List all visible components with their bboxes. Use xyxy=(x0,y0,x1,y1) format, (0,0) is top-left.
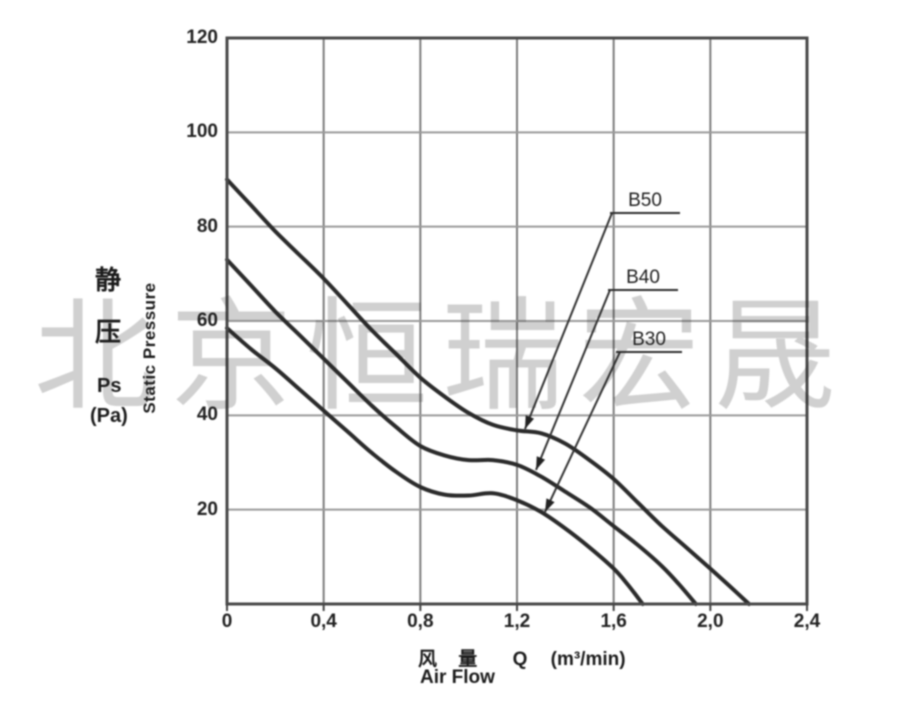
y-tick-label: 60 xyxy=(196,310,218,331)
curve-label-b40: B40 xyxy=(608,267,678,291)
y-axis-title-cjk-static: 静 xyxy=(95,265,122,295)
x-axis-title-row: 风 量 Q (m³/min) xyxy=(418,644,626,671)
y-tick-label: 120 xyxy=(186,27,218,48)
arrowhead-b50 xyxy=(525,415,535,429)
x-tick-label: 1,2 xyxy=(503,611,531,632)
y-axis-title-en: Static Pressure xyxy=(140,282,159,414)
curve-label-b30: B30 xyxy=(616,329,682,353)
x-tick-label: 1,6 xyxy=(600,611,627,632)
y-tick-label: 40 xyxy=(196,404,218,426)
x-axis-symbol: Q xyxy=(512,649,528,670)
leader-line-b40 xyxy=(535,289,611,471)
x-tick-label: 2,4 xyxy=(793,611,821,632)
curve-b40 xyxy=(225,257,698,606)
curve-b30 xyxy=(225,326,645,606)
leader-line-b50 xyxy=(524,212,613,430)
x-axis-unit: (m³/min) xyxy=(550,649,626,670)
x-axis-title-cjk: 风 量 xyxy=(418,649,486,670)
x-tick-label: 0,8 xyxy=(407,611,434,632)
gridlines xyxy=(227,38,807,604)
fan-curves xyxy=(225,177,751,606)
leader-line-b30 xyxy=(544,351,621,513)
arrowhead-b30 xyxy=(545,498,555,512)
x-tick-label: 2,0 xyxy=(697,611,724,632)
x-tick-label: 0 xyxy=(221,611,233,632)
curve-b50 xyxy=(225,177,751,606)
x-axis-tick-marks xyxy=(226,604,808,611)
y-tick-label: 100 xyxy=(186,121,218,143)
arrowhead-b40 xyxy=(536,456,546,470)
x-tick-label: 0,4 xyxy=(310,611,337,632)
leader-lines xyxy=(524,212,621,513)
y-tick-label: 20 xyxy=(196,498,218,520)
y-tick-label: 80 xyxy=(196,215,218,237)
curve-label-b50: B50 xyxy=(610,190,680,214)
x-axis-title-en: Air Flow xyxy=(420,667,495,688)
y-axis-title-cjk-pressure: 压 xyxy=(95,317,122,347)
y-axis-symbol: Ps xyxy=(97,375,122,397)
y-axis-unit: (Pa) xyxy=(90,405,128,427)
